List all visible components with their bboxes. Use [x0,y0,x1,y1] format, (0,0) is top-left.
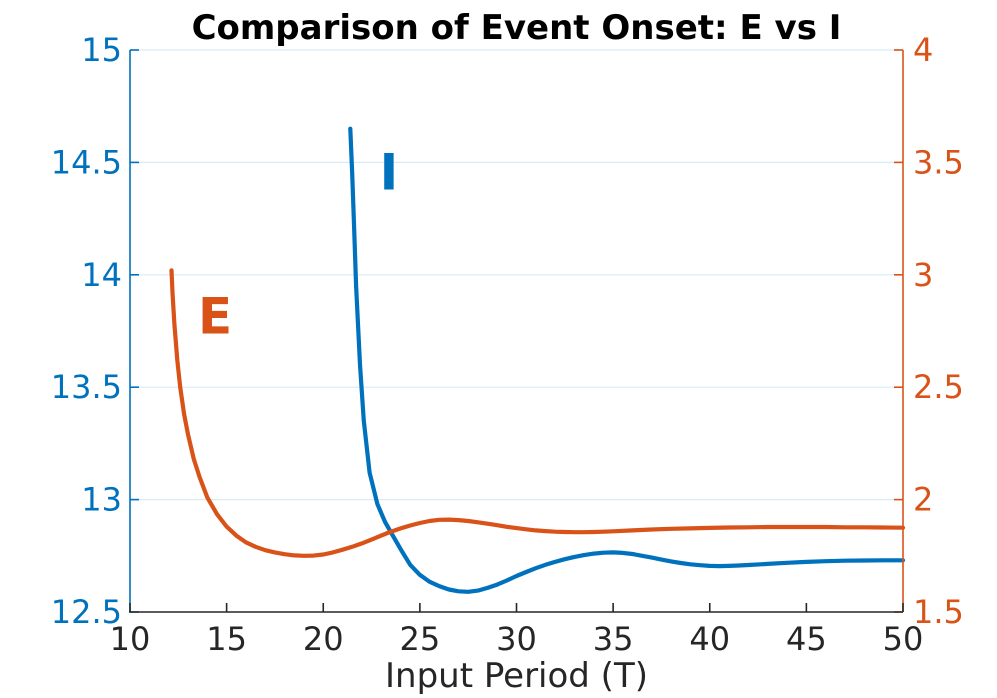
x-axis-label: Input Period (T) [385,656,648,696]
left-y-tick-label: 15 [81,31,122,69]
x-tick-label: 20 [303,620,344,658]
right-y-tick-label: 2.5 [913,368,964,406]
x-tick-label: 15 [206,620,247,658]
x-tick-label: 35 [593,620,634,658]
plot-area: 12.5 13 13.5 14 14.5 15 1.5 2 2.5 3 3.5 4 10 15 20 25 30… [51,31,964,658]
right-y-tick-label: 3.5 [913,143,964,181]
left-y-tick-label: 14.5 [51,143,122,181]
left-y-tick-label: 13 [81,481,122,519]
x-tick-label: 50 [883,620,924,658]
chart-title: Comparison of Event Onset: E vs I [192,8,842,48]
right-y-tick-label: 3 [913,256,933,294]
x-tick-label: 45 [786,620,827,658]
series-curve-E [169,268,906,558]
x-tick-label: 30 [496,620,537,658]
left-y-tick-label: 12.5 [51,593,122,631]
x-tick-label: 10 [110,620,151,658]
left-y-tick-label: 13.5 [51,368,122,406]
series-label-I: I [380,143,399,201]
left-y-tick-label: 14 [81,256,122,294]
series-curve-I [348,126,906,594]
x-tick-label: 25 [400,620,441,658]
right-y-tick-label: 2 [913,481,933,519]
right-y-tick-label: 1.5 [913,593,964,631]
x-tick-label: 40 [689,620,730,658]
series-label-E: E [198,287,232,345]
right-y-tick-label: 4 [913,31,933,69]
